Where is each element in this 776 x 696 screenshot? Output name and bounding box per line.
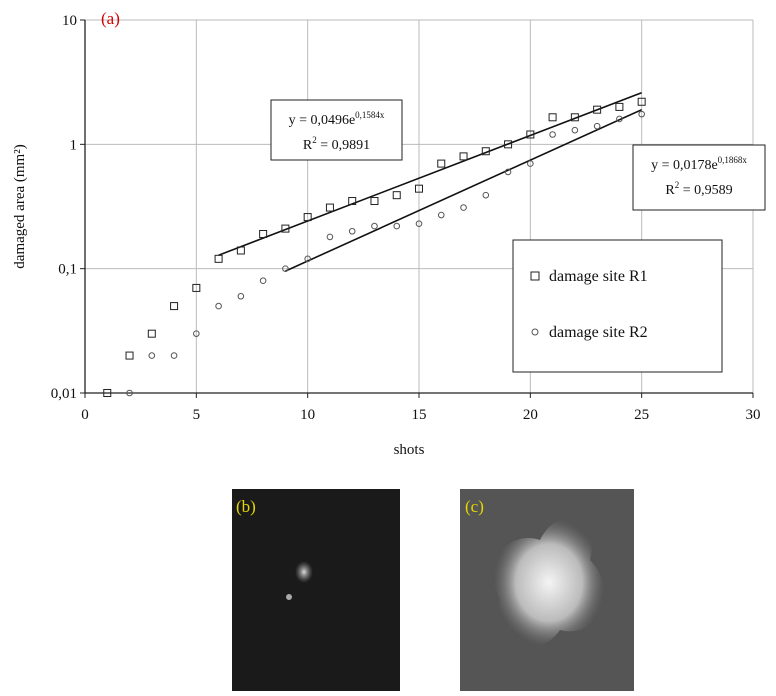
image-feature — [286, 594, 292, 600]
x-axis-title: shots — [394, 442, 425, 458]
annotation-box — [270, 99, 403, 161]
data-point — [437, 211, 445, 219]
legend — [512, 239, 723, 373]
data-point — [504, 140, 513, 149]
x-tick-label: 0 — [81, 407, 89, 423]
trend-line — [285, 108, 642, 272]
image-feature — [493, 518, 605, 647]
data-point — [392, 191, 401, 200]
x-tick-label: 15 — [412, 407, 427, 423]
data-point — [193, 330, 200, 337]
data-point — [282, 265, 289, 272]
y-tick-label: 10 — [62, 13, 77, 29]
data-point — [348, 227, 356, 235]
data-point — [415, 184, 423, 193]
data-point — [125, 351, 134, 360]
r-squared-text: R — [665, 183, 675, 198]
annotation-box — [632, 144, 766, 211]
data-point — [549, 131, 556, 138]
data-point — [371, 222, 378, 230]
data-point — [348, 197, 357, 206]
data-point — [393, 222, 401, 230]
r-squared: R2 = 0,9589 — [665, 180, 732, 198]
data-point — [259, 277, 267, 285]
data-point — [126, 389, 133, 397]
data-point — [481, 147, 490, 156]
data-point — [170, 352, 178, 359]
data-point — [459, 152, 468, 161]
r-squared-sup: 2 — [312, 135, 317, 145]
data-point — [527, 160, 534, 167]
data-point — [325, 203, 334, 212]
equation: y = 0,0496e0,1584x — [289, 110, 385, 128]
data-point — [170, 302, 179, 311]
data-point — [215, 302, 222, 310]
panel-label: (c) — [465, 497, 484, 516]
data-point — [504, 168, 512, 176]
panel-label: (a) — [101, 9, 120, 28]
equation-text: y = 0,0178e — [651, 158, 718, 173]
y-axis-title: damaged area (mm²) — [12, 144, 28, 268]
plot: 0 5 10 15 20 25 30 0,01 0,1 1 10 shots damaged area … — [12, 9, 766, 458]
data-point — [303, 213, 312, 222]
data-point — [281, 224, 290, 233]
data-point — [148, 352, 156, 359]
data-point — [637, 97, 646, 106]
data-point — [304, 255, 311, 263]
data-point — [415, 220, 423, 227]
y-tick-label: 1 — [70, 137, 78, 153]
legend-label: damage site R2 — [549, 324, 648, 341]
data-point — [236, 246, 245, 255]
x-tick-label: 25 — [634, 407, 649, 423]
data-point — [482, 191, 490, 199]
equation-exponent: 0,1868x — [718, 155, 748, 165]
data-point — [326, 233, 334, 241]
image-feature — [295, 561, 313, 583]
data-point — [548, 113, 557, 122]
x-tick-label: 5 — [193, 407, 201, 423]
x-tick-label: 10 — [300, 407, 315, 423]
data-point — [638, 110, 645, 118]
data-point — [615, 102, 624, 111]
legend-marker — [531, 328, 539, 336]
data-point — [237, 292, 245, 300]
x-tick-label: 30 — [746, 407, 761, 423]
data-point — [147, 329, 156, 338]
equation-exponent: 0,1584x — [355, 110, 385, 120]
r-squared-text: = 0,9891 — [317, 138, 370, 153]
data-point — [259, 230, 268, 239]
x-tick-label: 20 — [523, 407, 538, 423]
data-point — [571, 126, 579, 134]
data-point — [460, 204, 467, 211]
legend-label: damage site R1 — [549, 268, 648, 285]
equation: y = 0,0178e0,1868x — [651, 155, 747, 173]
data-point — [616, 115, 623, 123]
legend-marker — [530, 271, 540, 281]
y-tick-label: 0,01 — [51, 386, 77, 402]
y-tick-label: 0,1 — [58, 262, 77, 278]
data-point — [192, 283, 201, 292]
data-point — [214, 254, 223, 263]
data-point — [570, 113, 579, 122]
equation-text: y = 0,0496e — [289, 113, 356, 128]
data-point — [593, 122, 601, 130]
data-point — [370, 197, 379, 206]
panel-label: (b) — [236, 497, 256, 516]
data-point — [526, 130, 535, 139]
data-point — [593, 105, 602, 114]
r-squared-text: R — [303, 138, 313, 153]
r-squared-sup: 2 — [675, 180, 680, 190]
data-point — [437, 159, 446, 168]
r-squared: R2 = 0,9891 — [303, 135, 370, 153]
data-point — [103, 389, 112, 397]
r-squared-text: = 0,9589 — [679, 183, 732, 198]
image-b — [232, 489, 400, 691]
